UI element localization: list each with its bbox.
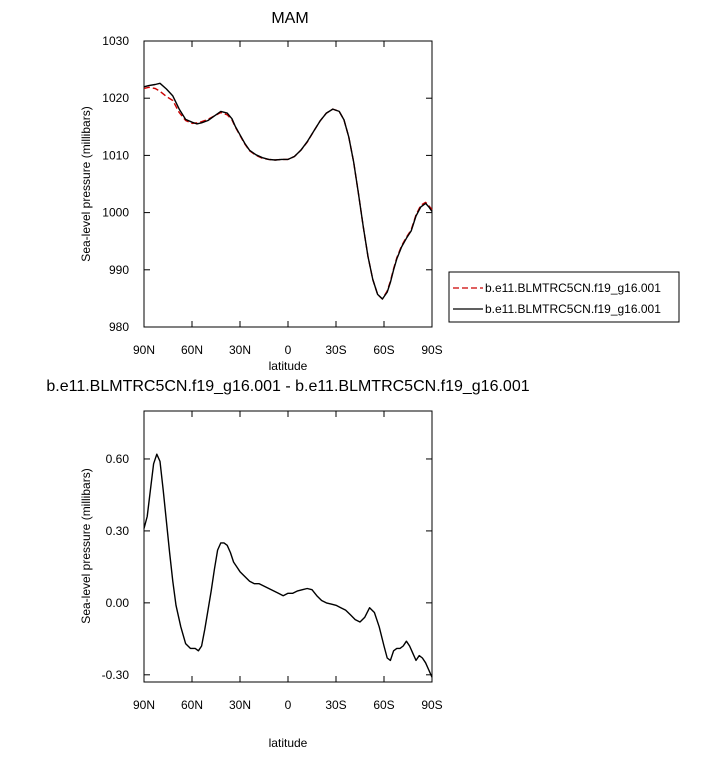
bottom-y-axis-label: Sea-level pressure (millibars): [79, 468, 93, 623]
legend-box: [448, 271, 680, 323]
top-y-tick-label: 1030: [102, 34, 129, 48]
legend-label-2: b.e11.BLMTRC5CN.f19_g16.001: [485, 302, 661, 316]
bottom-x-tick-label: 0: [285, 698, 292, 712]
bottom-chart-title: b.e11.BLMTRC5CN.f19_g16.001 - b.e11.BLMT…: [46, 378, 529, 395]
bottom-x-tick-label: 30N: [229, 698, 251, 712]
bottom-y-tick-label: 0.00: [106, 596, 130, 610]
bottom-x-axis-label: latitude: [269, 736, 308, 750]
top-chart-title: MAM: [271, 10, 308, 27]
top-x-tick-label: 90N: [133, 343, 155, 357]
bottom-tick-group: 90N 60N 30N 0 30S 60S 90S -0.30 0.00 0.30 0.60: [102, 411, 443, 712]
top-y-tick-label: 1000: [102, 206, 129, 220]
top-series-line-1: [143, 86, 433, 300]
top-chart: MAM 90N 60N 30N 0 30S 60S 90S 980 990 1000 1010 102…: [79, 10, 680, 373]
top-x-tick-label: 0: [285, 343, 292, 357]
top-y-tick-label: 1010: [102, 148, 129, 162]
top-tick-group: 90N 60N 30N 0 30S 60S 90S 980 990 1000 1010 1020 103…: [102, 34, 442, 357]
bottom-x-tick-label: 60N: [181, 698, 203, 712]
bottom-series-group: [143, 453, 433, 678]
top-y-tick-label: 980: [109, 320, 129, 334]
legend: b.e11.BLMTRC5CN.f19_g16.001 b.e11.BLMTRC…: [448, 271, 680, 323]
bottom-x-tick-label: 90N: [133, 698, 155, 712]
bottom-series-line-1: [143, 453, 433, 678]
top-x-tick-label: 30N: [229, 343, 251, 357]
bottom-x-tick-label: 60S: [373, 698, 394, 712]
bottom-y-tick-label: 0.30: [106, 524, 130, 538]
top-x-tick-label: 60S: [373, 343, 394, 357]
top-y-tick-label: 1020: [102, 91, 129, 105]
bottom-y-tick-label: 0.60: [106, 452, 130, 466]
top-series-group: [143, 82, 433, 300]
top-x-tick-label: 30S: [325, 343, 346, 357]
bottom-plot-frame: [143, 410, 433, 683]
bottom-x-tick-label: 90S: [421, 698, 442, 712]
bottom-y-tick-label: -0.30: [102, 668, 130, 682]
top-x-tick-label: 60N: [181, 343, 203, 357]
top-x-axis-label: latitude: [269, 359, 308, 373]
top-series-line-2: [143, 82, 433, 300]
top-y-tick-label: 990: [109, 263, 129, 277]
top-y-axis-label: Sea-level pressure (millibars): [79, 106, 93, 261]
top-x-tick-label: 90S: [421, 343, 442, 357]
bottom-x-tick-label: 30S: [325, 698, 346, 712]
bottom-chart: b.e11.BLMTRC5CN.f19_g16.001 - b.e11.BLMT…: [46, 378, 529, 750]
legend-label-1: b.e11.BLMTRC5CN.f19_g16.001: [485, 281, 661, 295]
